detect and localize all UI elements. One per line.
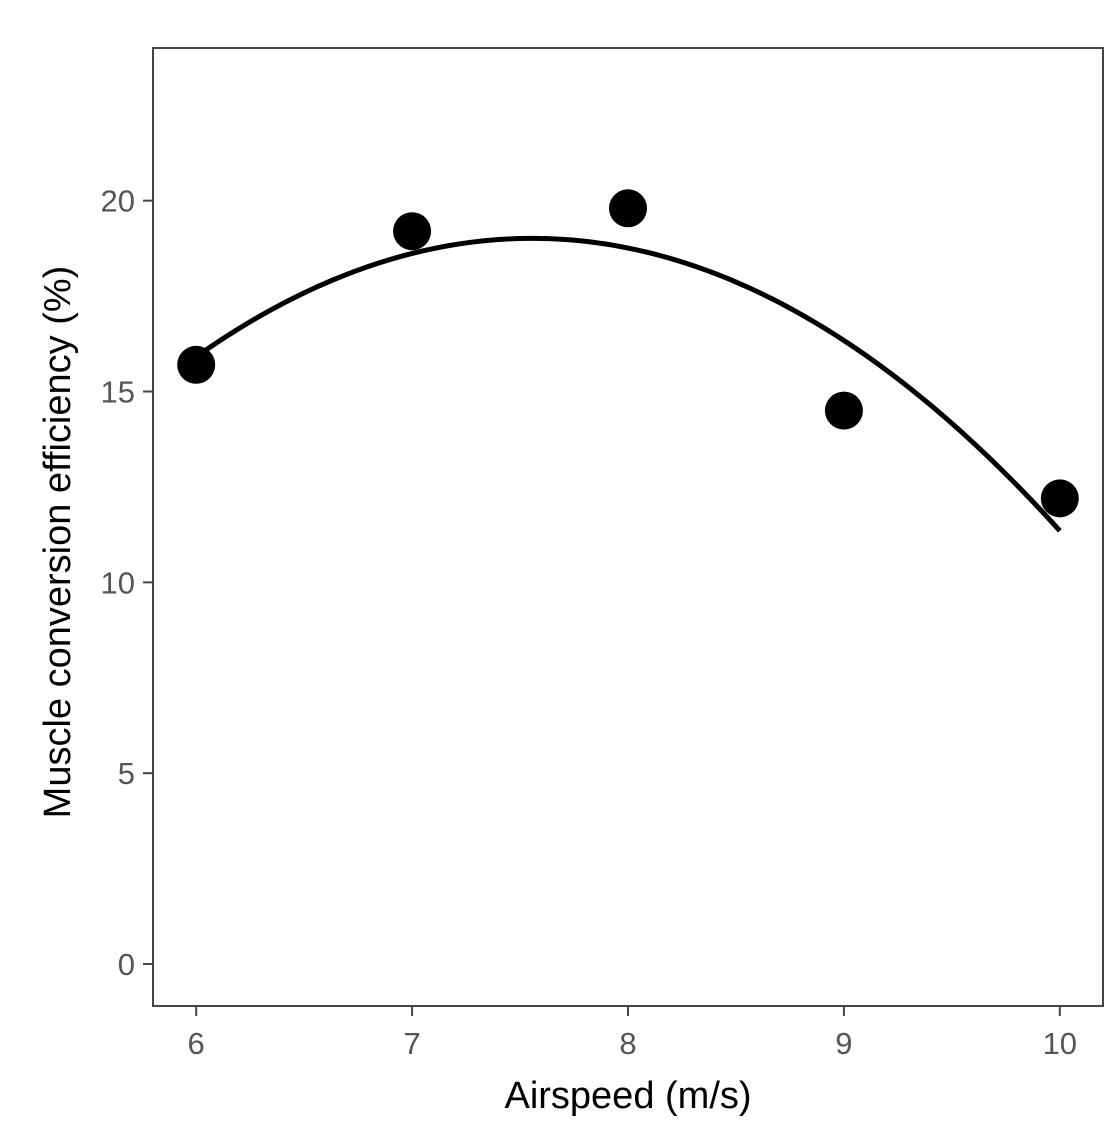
y-tick-label: 15 — [101, 375, 135, 410]
x-tick-label: 7 — [403, 1026, 420, 1061]
y-tick-label: 10 — [101, 565, 135, 600]
x-tick-label: 9 — [835, 1026, 852, 1061]
y-axis: 0 5 10 15 20 — [101, 184, 153, 982]
data-point — [824, 391, 863, 430]
y-tick-label: 5 — [118, 756, 135, 791]
points-layer — [177, 189, 1079, 518]
data-point — [609, 189, 647, 228]
data-point — [177, 345, 216, 384]
x-tick-label: 8 — [619, 1026, 636, 1061]
data-point — [1040, 479, 1079, 518]
x-tick-label: 6 — [188, 1026, 205, 1061]
fit-curve — [194, 235, 1062, 533]
y-tick-label: 0 — [118, 947, 135, 982]
x-tick-label: 10 — [1043, 1026, 1077, 1061]
x-axis: 6 7 8 9 10 — [188, 1006, 1077, 1061]
x-axis-title: Airspeed (m/s) — [504, 1075, 751, 1117]
y-tick-label: 20 — [101, 184, 135, 219]
y-axis-title: Muscle conversion efficiency (%) — [37, 266, 79, 819]
data-point — [393, 212, 432, 251]
fit-layer — [194, 235, 1062, 533]
